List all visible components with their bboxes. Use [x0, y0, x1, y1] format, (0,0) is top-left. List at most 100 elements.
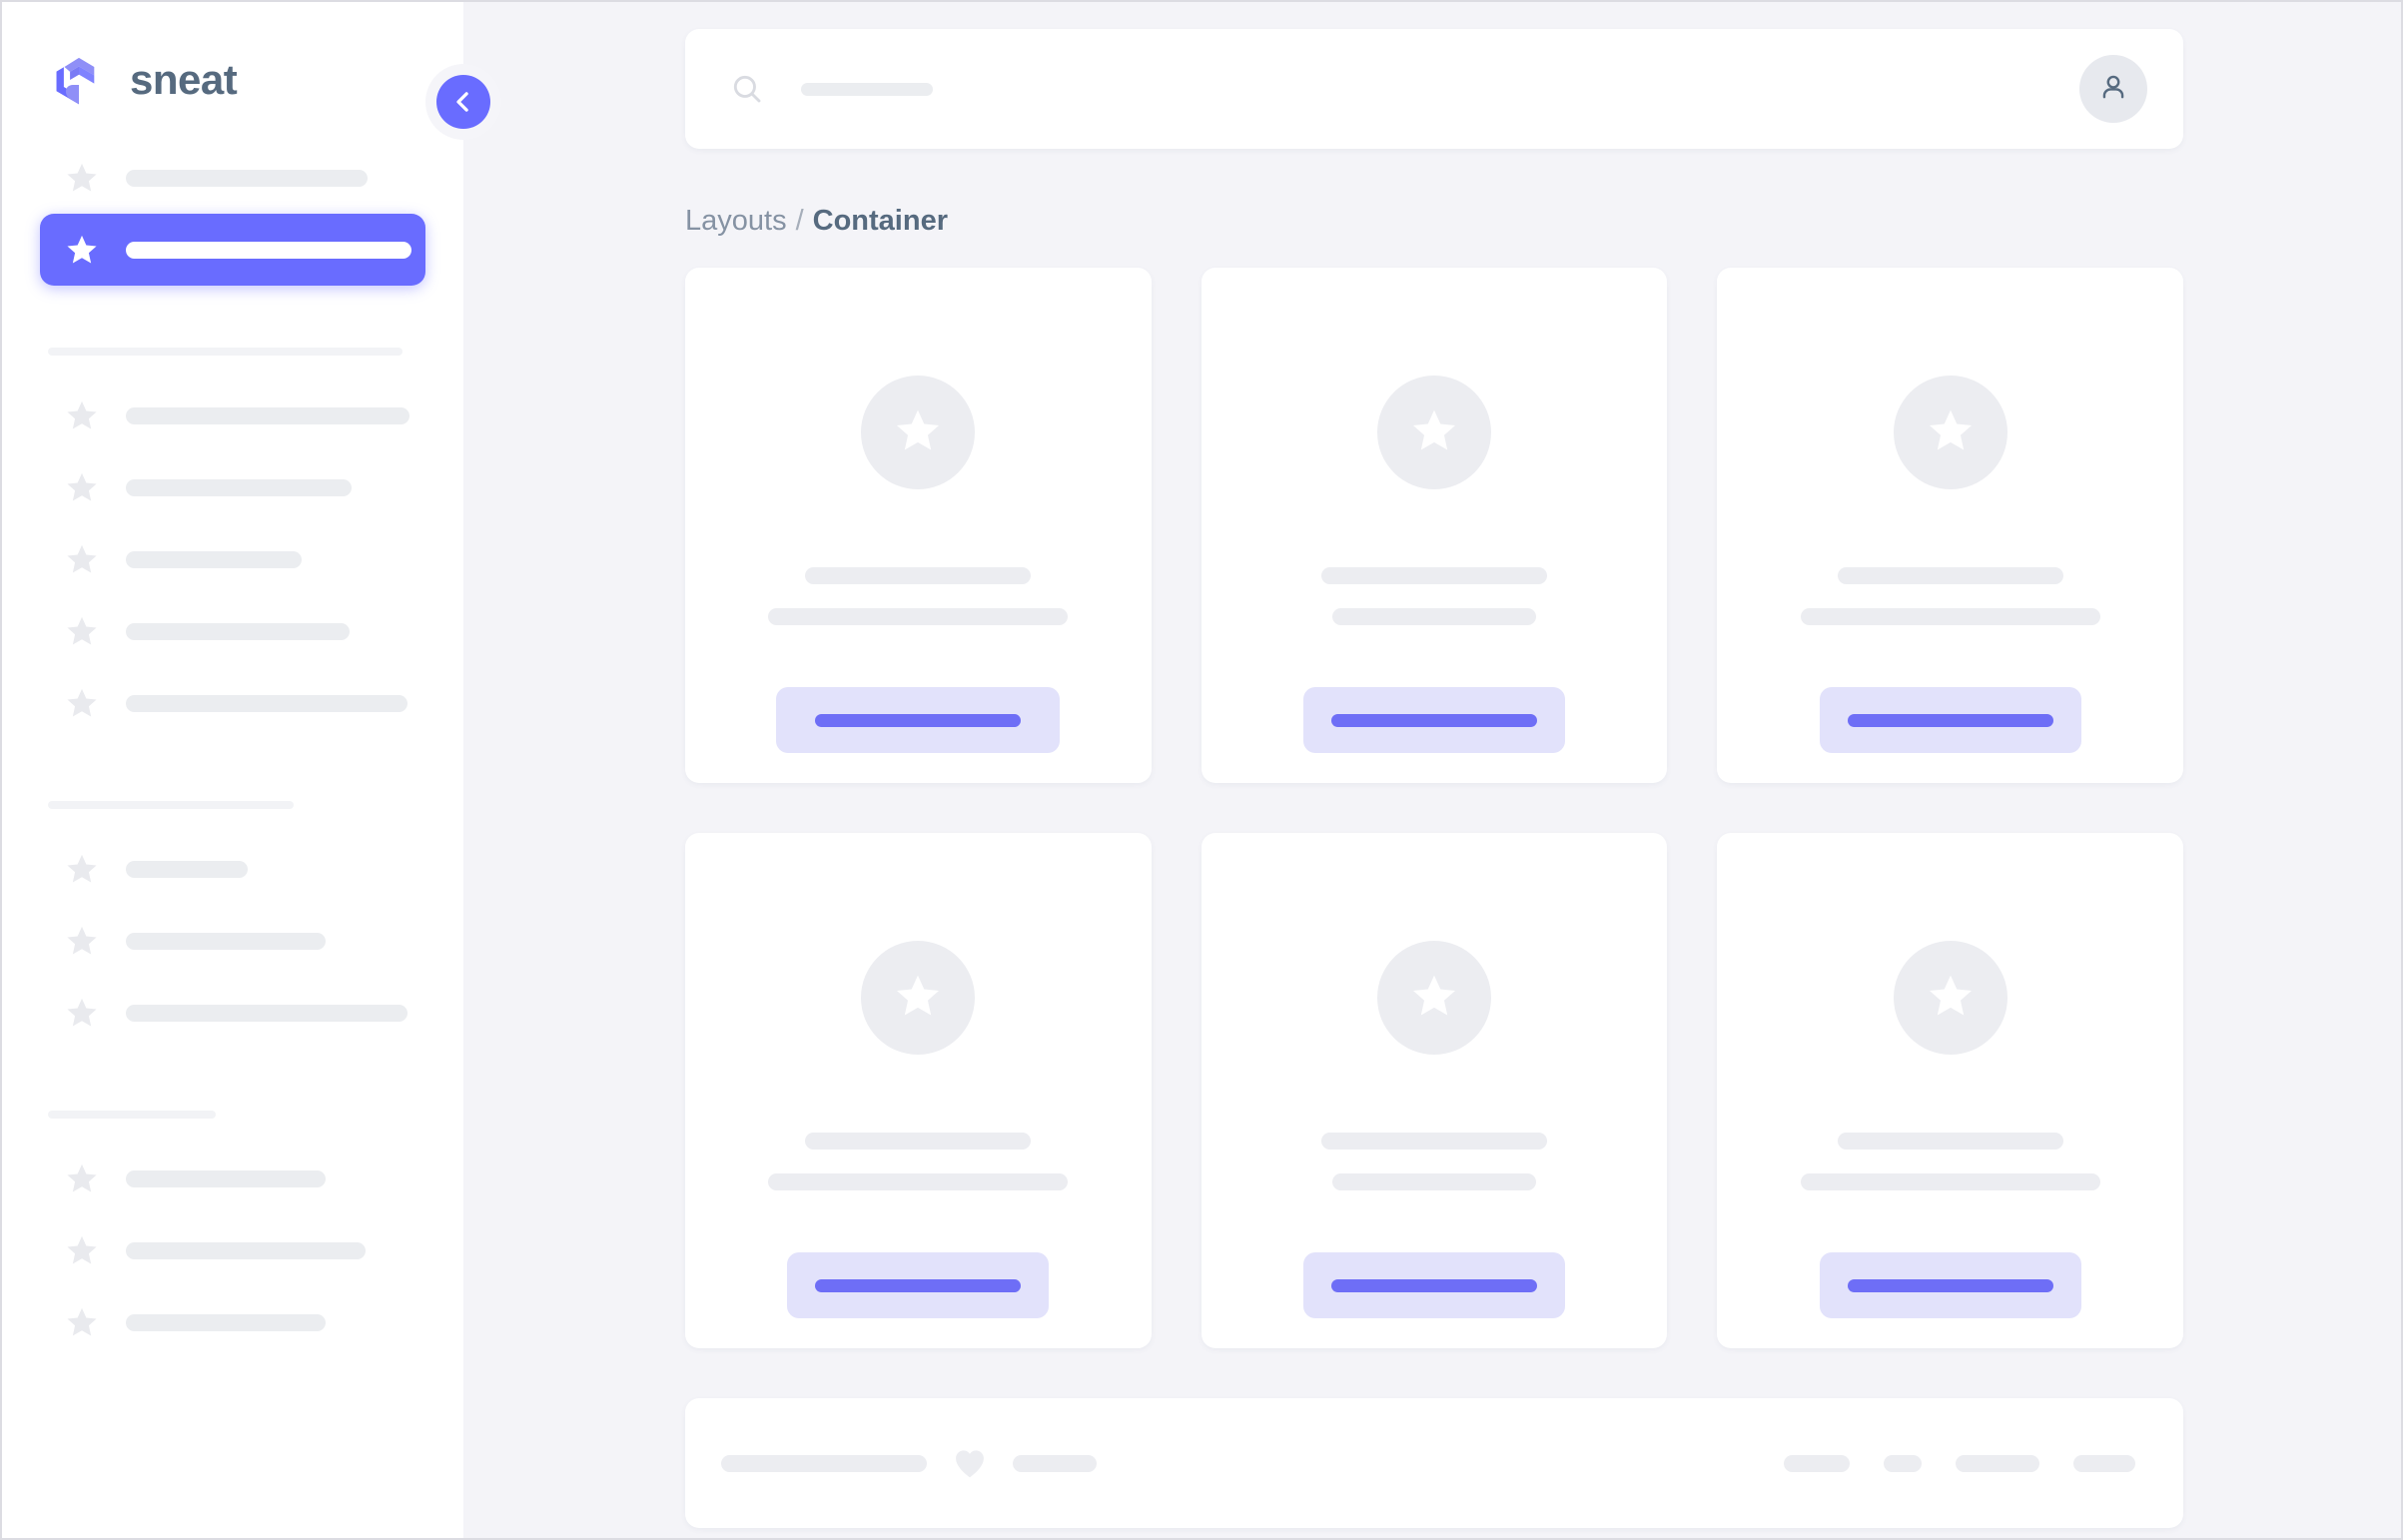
content-card — [685, 268, 1152, 783]
card-text-line — [1837, 567, 2063, 584]
sidebar-collapse-button[interactable] — [425, 64, 501, 140]
card-action-button[interactable] — [787, 1252, 1050, 1318]
sidebar-item-label — [126, 694, 407, 712]
card-text-line — [768, 608, 1069, 625]
card-text-line — [1800, 608, 2100, 625]
sidebar-item[interactable] — [40, 380, 425, 451]
star-icon — [64, 397, 100, 433]
star-icon — [892, 404, 944, 461]
card-text-line — [1800, 1173, 2100, 1190]
content-card — [1201, 268, 1668, 783]
star-icon — [64, 469, 100, 505]
card-action-button[interactable] — [1819, 1252, 2081, 1318]
star-icon — [64, 232, 100, 268]
sidebar-item[interactable] — [40, 523, 425, 595]
sidebar-item-label — [126, 406, 409, 424]
card-action-button-label — [815, 713, 1022, 727]
sidebar-item-label — [126, 169, 368, 187]
top-navbar — [685, 29, 2183, 149]
card-text-lines — [1717, 1133, 2183, 1190]
footer-link[interactable] — [1956, 1454, 2039, 1472]
card-action-button-label — [1330, 713, 1537, 727]
star-icon — [64, 1232, 100, 1268]
card-text-line — [1320, 1133, 1547, 1150]
card-action-button[interactable] — [1819, 687, 2081, 753]
card-action-button-label — [1847, 1278, 2053, 1292]
sidebar-item[interactable] — [40, 667, 425, 739]
card-text-line — [1331, 608, 1536, 625]
search-input[interactable] — [801, 82, 933, 96]
content-card — [1717, 833, 2183, 1348]
sidebar-item-label — [126, 860, 248, 878]
card-action-button[interactable] — [776, 687, 1061, 753]
sidebar: sneat — [2, 2, 501, 1538]
card-text-lines — [1717, 567, 2183, 625]
star-icon — [64, 1160, 100, 1196]
card-text-lines — [1202, 567, 1668, 625]
card-action-button[interactable] — [1302, 1252, 1565, 1318]
content-card — [1717, 268, 2183, 783]
card-action-button-label — [1847, 713, 2053, 727]
footer-link[interactable] — [1784, 1454, 1850, 1472]
sidebar-section-heading — [48, 1111, 216, 1119]
card-grid — [685, 268, 2183, 1348]
star-icon — [64, 1304, 100, 1340]
breadcrumb: Layouts / Container — [685, 205, 2183, 238]
sidebar-item-active[interactable] — [40, 214, 425, 286]
card-avatar — [1893, 941, 2007, 1055]
star-icon — [64, 541, 100, 577]
sidebar-section-heading — [48, 348, 402, 356]
content-card — [1201, 833, 1668, 1348]
card-text-line — [768, 1173, 1069, 1190]
card-action-button-label — [1330, 1278, 1537, 1292]
brand[interactable]: sneat — [2, 2, 463, 120]
chevron-left-icon — [436, 75, 490, 129]
footer-text-after — [1013, 1454, 1097, 1472]
sidebar-item-label — [126, 550, 302, 568]
sidebar-item[interactable] — [40, 1143, 425, 1214]
breadcrumb-separator: / — [795, 205, 804, 237]
star-icon — [1925, 404, 1977, 461]
card-action-button[interactable] — [1302, 687, 1565, 753]
footer-left — [721, 1444, 1097, 1482]
card-text-line — [1320, 567, 1547, 584]
card-text-lines — [1202, 1133, 1668, 1190]
search-bar[interactable] — [729, 71, 2079, 107]
sidebar-item-label — [126, 1241, 366, 1259]
card-text-line — [1837, 1133, 2063, 1150]
content-card — [685, 833, 1152, 1348]
footer-link[interactable] — [2073, 1454, 2135, 1472]
star-icon — [64, 851, 100, 887]
sidebar-item[interactable] — [40, 1214, 425, 1286]
sidebar-item[interactable] — [40, 977, 425, 1049]
footer-text-before — [721, 1454, 927, 1472]
footer-links — [1784, 1454, 2135, 1472]
breadcrumb-parent[interactable]: Layouts — [685, 205, 787, 237]
sidebar-item[interactable] — [40, 1286, 425, 1358]
card-text-lines — [685, 1133, 1152, 1190]
heart-icon — [951, 1444, 989, 1482]
card-avatar — [1376, 376, 1491, 489]
footer-link[interactable] — [1884, 1454, 1922, 1472]
card-avatar — [861, 941, 976, 1055]
sidebar-item-label — [126, 622, 350, 640]
star-icon — [64, 160, 100, 196]
sneat-logo-icon — [48, 49, 110, 111]
sidebar-item-label — [126, 1004, 407, 1022]
brand-name: sneat — [130, 56, 238, 103]
avatar[interactable] — [2079, 55, 2147, 123]
star-icon — [1408, 970, 1460, 1027]
sidebar-item-label — [126, 478, 352, 496]
sidebar-item[interactable] — [40, 451, 425, 523]
sidebar-item[interactable] — [40, 905, 425, 977]
star-icon — [1408, 404, 1460, 461]
sidebar-item-label — [126, 241, 411, 259]
star-icon — [64, 685, 100, 721]
star-icon — [64, 923, 100, 959]
sidebar-item[interactable] — [40, 142, 425, 214]
sidebar-item[interactable] — [40, 833, 425, 905]
sidebar-item[interactable] — [40, 595, 425, 667]
star-icon — [1925, 970, 1977, 1027]
card-avatar — [1893, 376, 2007, 489]
card-avatar — [1376, 941, 1491, 1055]
